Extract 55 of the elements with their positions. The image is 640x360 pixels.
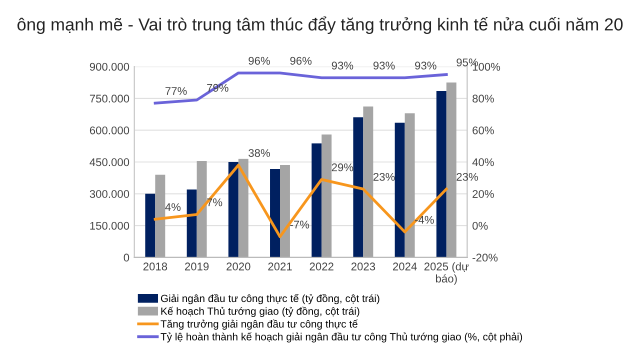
bar	[312, 143, 322, 258]
bar	[394, 122, 405, 258]
y2-tick-label: 20%	[472, 190, 494, 198]
legend-label: Tỷ lệ hoàn thành kế hoạch giải ngân đầu tư công Thủ tướng giao (%, cột phải)	[160, 332, 522, 342]
y2-tick-label: 80%	[472, 94, 494, 103]
y-tick-label: 300.000	[90, 190, 130, 198]
x-tick-label: 2023	[351, 262, 376, 270]
y2-tick-label: 0%	[472, 222, 488, 230]
y-tick-label: 600.000	[90, 126, 130, 134]
line-series	[154, 164, 448, 238]
bar	[145, 194, 156, 258]
bar	[196, 160, 207, 258]
y2-tick-label: -20%	[472, 254, 498, 262]
data-label: 93%	[415, 62, 436, 70]
legend-label: Giải ngân đầu tư công thực tế (tỷ đồng, cột trái)	[160, 294, 380, 304]
legend-label: Kế hoạch Thủ tướng giao (tỷ đồng, cột trái)	[161, 306, 360, 317]
x-tick-label: 2024	[393, 262, 417, 270]
data-label: 23%	[456, 172, 478, 181]
bar	[446, 82, 456, 258]
x-tick-label: 2022	[310, 262, 334, 270]
bar	[322, 134, 332, 258]
y-tick-label: 0	[124, 254, 130, 262]
data-label: 93%	[332, 62, 354, 70]
x-tick-label: 2020	[226, 262, 250, 270]
y-tick-label: 150.000	[90, 222, 130, 230]
x-tick-label: 2025 (dự báo)	[424, 262, 469, 285]
data-label: 77%	[165, 87, 187, 95]
bar	[238, 158, 248, 258]
bar	[363, 106, 374, 258]
data-label: 96%	[290, 56, 312, 65]
line-series	[154, 72, 448, 105]
chart-title: ông mạnh mẽ - Vai trò trung tâm thúc đẩy tăng trưởng kinh tế nửa cuối năm 20	[17, 16, 623, 34]
bar	[228, 162, 238, 258]
bar	[155, 174, 166, 258]
legend-label: Tăng trưởng giải ngân đầu tư công thực tế	[160, 320, 358, 330]
x-tick-label: 2021	[268, 262, 292, 270]
x-tick-label: 2019	[185, 262, 209, 270]
bar	[353, 117, 364, 258]
data-label: 23%	[373, 172, 395, 181]
bar	[404, 113, 415, 258]
bar	[436, 90, 446, 258]
data-label: 96%	[248, 56, 270, 65]
data-label: 4%	[165, 203, 181, 211]
y-tick-label: 750.000	[90, 94, 130, 103]
x-tick-label: 2018	[143, 262, 168, 270]
data-label: 93%	[373, 62, 395, 70]
y2-tick-label: 60%	[472, 126, 494, 134]
bar	[186, 190, 197, 258]
bar	[270, 168, 280, 258]
data-label: -7%	[290, 220, 310, 228]
data-label: 38%	[248, 149, 270, 157]
y-tick-label: 450.000	[90, 158, 130, 166]
y2-tick-label: 40%	[472, 158, 494, 166]
bar	[280, 164, 290, 258]
y-tick-label: 900.000	[90, 62, 130, 71]
